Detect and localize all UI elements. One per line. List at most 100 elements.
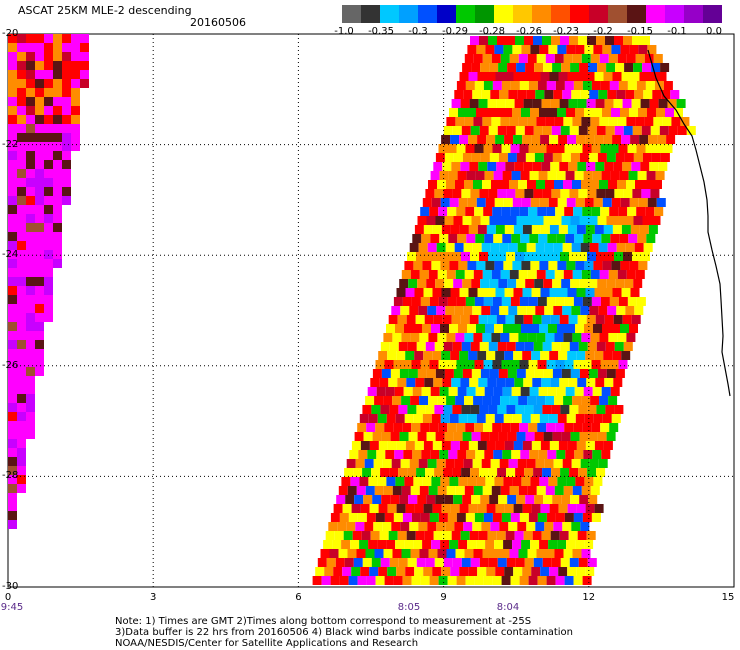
swath-cell xyxy=(426,432,436,441)
swath-cell xyxy=(527,117,537,126)
swath-cell xyxy=(601,171,611,180)
swath-cell xyxy=(35,61,44,70)
swath-cell xyxy=(441,351,451,360)
swath-cell xyxy=(488,126,498,135)
swath-cell xyxy=(487,315,497,324)
swath-cell xyxy=(499,522,509,531)
swath-cell xyxy=(480,216,490,225)
swath-cell xyxy=(635,180,644,189)
swath-cell xyxy=(44,34,53,43)
swath-cell xyxy=(17,52,26,61)
swath-cell xyxy=(472,522,482,531)
swath-cell xyxy=(613,162,623,171)
swath-cell xyxy=(549,288,559,297)
swath-cell xyxy=(486,225,496,234)
swath-cell xyxy=(17,385,26,394)
swath-cell xyxy=(431,414,441,423)
swath-cell xyxy=(584,540,594,549)
swath-cell xyxy=(617,180,626,189)
swath-cell xyxy=(387,567,397,576)
swath-cell xyxy=(540,288,550,297)
swath-cell xyxy=(434,405,444,414)
swath-cell xyxy=(569,189,579,198)
swath-cell xyxy=(458,198,468,207)
swath-cell xyxy=(333,567,343,576)
swath-cell xyxy=(438,423,448,432)
swath-cell xyxy=(583,234,593,243)
swath-cell xyxy=(534,279,544,288)
swath-cell xyxy=(473,180,482,189)
swath-cell xyxy=(464,333,474,342)
swath-cell xyxy=(611,45,621,54)
swath-cell xyxy=(645,144,655,153)
swath-cell xyxy=(8,259,17,268)
swath-cell xyxy=(544,306,554,315)
swath-cell xyxy=(585,504,595,513)
swath-cell xyxy=(588,495,598,504)
swath-cell xyxy=(494,261,504,270)
swath-cell xyxy=(470,468,480,477)
swath-cell xyxy=(409,522,419,531)
scale-color-8 xyxy=(494,5,513,23)
swath-cell xyxy=(498,153,508,162)
swath-cell xyxy=(586,378,596,387)
swath-cell xyxy=(53,214,62,223)
swath-cell xyxy=(360,441,370,450)
swath-cell xyxy=(525,216,535,225)
swath-cell xyxy=(577,99,587,108)
swath-cell xyxy=(659,126,669,135)
swath-cell xyxy=(456,81,466,90)
swath-cell xyxy=(378,567,388,576)
swath-cell xyxy=(550,99,560,108)
swath-cell xyxy=(512,414,522,423)
swath-cell xyxy=(504,441,514,450)
swath-cell xyxy=(584,477,594,486)
swath-cell xyxy=(355,522,365,531)
swath-cell xyxy=(575,108,584,117)
swath-cell xyxy=(468,441,478,450)
swath-cell xyxy=(549,135,559,144)
scale-color-10 xyxy=(532,5,551,23)
swath-cell xyxy=(518,54,528,63)
swath-cell xyxy=(26,412,35,421)
swath-cell xyxy=(540,135,550,144)
swath-cell xyxy=(647,108,656,117)
swath-cell xyxy=(375,360,385,369)
swath-cell xyxy=(450,225,460,234)
swath-cell xyxy=(8,313,17,322)
swath-cell xyxy=(539,108,548,117)
swath-cell xyxy=(553,90,563,99)
swath-cell xyxy=(621,225,631,234)
swath-cell xyxy=(578,558,588,567)
swath-cell xyxy=(419,396,429,405)
swath-cell xyxy=(422,540,432,549)
swath-cell xyxy=(405,288,415,297)
swath-cell xyxy=(554,396,564,405)
swath-cell xyxy=(338,549,348,558)
swath-cell xyxy=(377,477,387,486)
swath-cell xyxy=(509,54,519,63)
swath-cell xyxy=(453,153,463,162)
swath-cell xyxy=(602,45,612,54)
swath-cell xyxy=(594,225,604,234)
swath-cell xyxy=(582,513,592,522)
swath-cell xyxy=(476,45,486,54)
swath-cell xyxy=(605,342,615,351)
swath-cell xyxy=(411,513,421,522)
time-label: 8:04 xyxy=(496,602,520,613)
swath-cell xyxy=(604,162,614,171)
swath-cell xyxy=(44,250,53,259)
swath-cell xyxy=(377,540,387,549)
swath-cell xyxy=(513,351,523,360)
swath-cell xyxy=(539,324,548,333)
swath-cell xyxy=(597,63,607,72)
swath-cell xyxy=(510,81,520,90)
swath-cell xyxy=(535,522,545,531)
swath-cell xyxy=(17,232,26,241)
swath-cell xyxy=(8,205,17,214)
swath-cell xyxy=(519,144,529,153)
swath-cell xyxy=(486,135,496,144)
swath-cell xyxy=(580,459,590,468)
scale-label: -1.0 xyxy=(334,26,354,37)
swath-cell xyxy=(508,522,518,531)
